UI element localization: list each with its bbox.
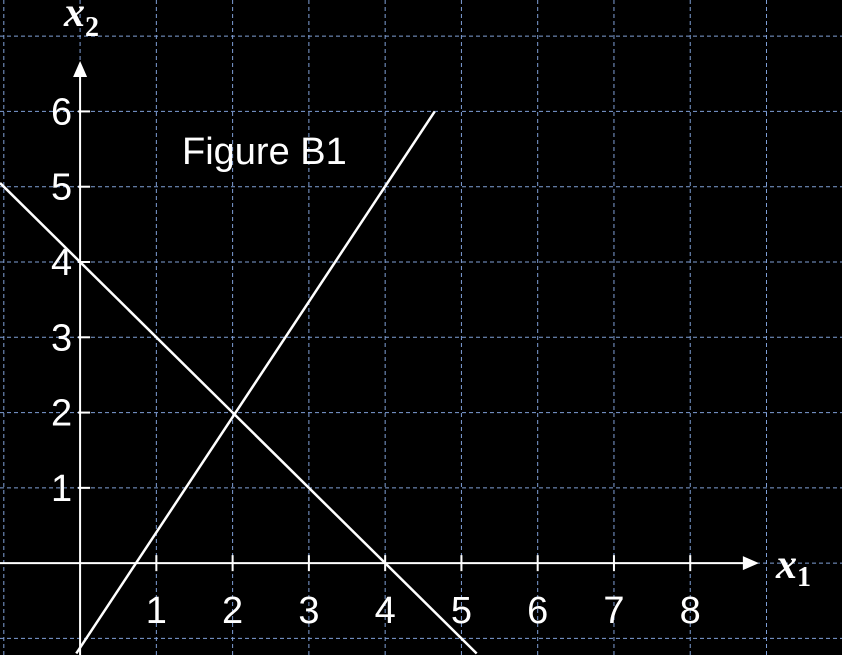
- y-axis-title-subscript: 2: [85, 12, 99, 43]
- y-axis-title: x2: [63, 0, 99, 43]
- x-tick-label: 2: [222, 590, 243, 632]
- axes: [0, 60, 759, 655]
- x-axis-title-subscript: 1: [797, 562, 811, 593]
- y-tick-label: 2: [51, 393, 72, 435]
- x-tick-label: 5: [451, 590, 472, 632]
- x-tick-label: 4: [375, 590, 396, 632]
- y-tick-label: 6: [51, 91, 72, 133]
- y-axis-arrowhead: [73, 60, 88, 77]
- x-tick-label: 8: [680, 590, 701, 632]
- x-axis-title: x1: [775, 542, 811, 593]
- series-lines: [0, 110, 478, 655]
- y-tick-label: 4: [51, 242, 72, 284]
- x-tick-label: 3: [298, 590, 319, 632]
- y-tick-label: 3: [51, 317, 72, 359]
- x-tick-label: 7: [603, 590, 624, 632]
- y-tick-label: 5: [51, 167, 72, 209]
- annotation-label: Figure B1: [182, 131, 347, 173]
- y-axis-title-main: x: [63, 0, 85, 36]
- x-axis-arrowhead: [742, 556, 759, 571]
- tick-labels: 1 2 3 4 5 6 7 8 1 2 3 4 5 6: [51, 91, 701, 632]
- y-tick-label: 1: [51, 468, 72, 510]
- x-axis-title-main: x: [775, 542, 797, 588]
- x-tick-label: 6: [527, 590, 548, 632]
- x-tick-label: 1: [146, 590, 167, 632]
- series-line-1: [75, 110, 436, 655]
- series-line-2: [0, 182, 478, 655]
